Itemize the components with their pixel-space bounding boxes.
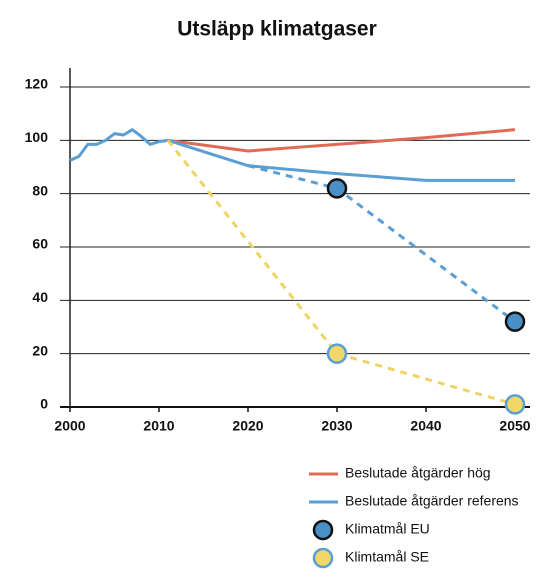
legend-label: Beslutade åtgärder referens bbox=[345, 493, 519, 509]
x-tick-label: 2000 bbox=[54, 418, 85, 434]
x-tick-label: 2010 bbox=[143, 418, 174, 434]
x-tick-label: 2040 bbox=[410, 418, 441, 434]
y-tick-label: 60 bbox=[32, 236, 48, 252]
legend-label: Beslutade åtgärder hög bbox=[345, 465, 491, 481]
series-line bbox=[167, 128, 516, 153]
series-line bbox=[69, 128, 515, 182]
y-tick-label: 80 bbox=[32, 182, 48, 198]
marker bbox=[504, 394, 526, 415]
x-tick-label: 2020 bbox=[232, 418, 263, 434]
y-tick-label: 20 bbox=[32, 342, 48, 358]
y-tick-label: 120 bbox=[25, 76, 49, 92]
marker bbox=[326, 343, 348, 364]
y-tick-label: 0 bbox=[40, 396, 48, 412]
marker bbox=[326, 178, 348, 199]
chart-title: Utsläpp klimatgaser bbox=[177, 18, 377, 41]
y-tick-label: 100 bbox=[25, 129, 49, 145]
legend-label: Klimtamål SE bbox=[345, 549, 429, 565]
x-tick-label: 2050 bbox=[499, 418, 530, 434]
marker bbox=[504, 311, 526, 332]
legend-label: Klimatmål EU bbox=[345, 521, 430, 537]
y-tick-label: 40 bbox=[32, 289, 48, 305]
series-line bbox=[166, 139, 516, 406]
legend-marker bbox=[312, 547, 334, 569]
legend-marker bbox=[312, 519, 334, 541]
x-tick-label: 2030 bbox=[321, 418, 352, 434]
series-line bbox=[247, 164, 516, 323]
